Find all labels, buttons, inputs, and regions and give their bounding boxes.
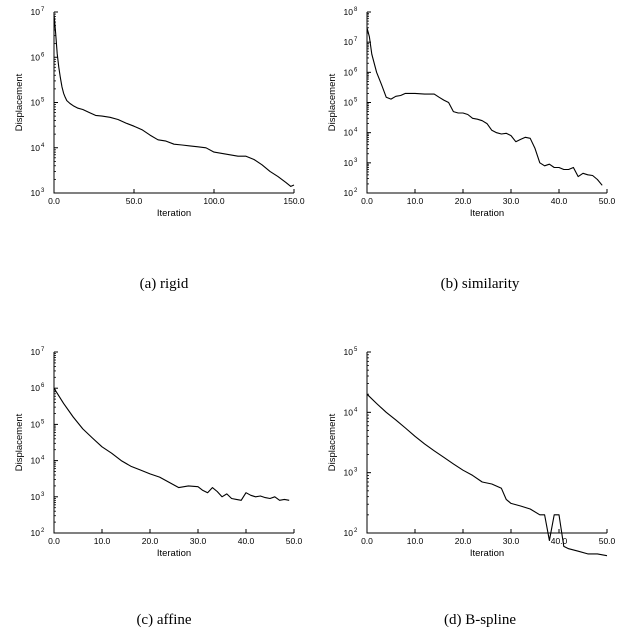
- y-tick-label: 10: [31, 188, 41, 198]
- x-tick-label: 30.0: [190, 536, 207, 546]
- y-tick-label: 10: [344, 528, 354, 538]
- y-tick-exponent: 3: [354, 158, 358, 164]
- x-tick-label: 0.0: [48, 196, 60, 206]
- axis-lines: [53, 352, 294, 534]
- y-axis-label: Displacement: [327, 413, 338, 471]
- x-axis-label: Iteration: [157, 208, 191, 218]
- axis-lines: [366, 12, 607, 194]
- y-tick-exponent: 2: [354, 528, 358, 534]
- y-tick-label: 10: [344, 98, 354, 108]
- y-tick-exponent: 3: [41, 492, 45, 498]
- y-tick-label: 10: [344, 7, 354, 17]
- x-tick-label: 10.0: [94, 536, 111, 546]
- series-line: [366, 27, 603, 186]
- y-tick-label: 10: [344, 128, 354, 138]
- y-tick-exponent: 5: [41, 98, 45, 104]
- series-line: [53, 387, 290, 501]
- y-tick-label: 10: [31, 383, 41, 393]
- y-tick-label: 10: [344, 188, 354, 198]
- x-tick-label: 40.0: [551, 536, 568, 546]
- x-tick-label: 20.0: [455, 196, 472, 206]
- x-tick-label: 40.0: [551, 196, 568, 206]
- y-tick-exponent: 3: [41, 188, 45, 194]
- x-tick-label: 0.0: [361, 536, 373, 546]
- y-tick-label: 10: [344, 468, 354, 478]
- y-tick-label: 10: [31, 143, 41, 153]
- x-tick-label: 150.0: [283, 196, 305, 206]
- axis-lines: [366, 352, 607, 534]
- x-tick-label: 50.0: [286, 536, 303, 546]
- chart-affine: 10 2 10 3 10 4 10 5 10 6 10 7 0.0 10.0 20.0 30.0 40.0 50.…: [0, 340, 313, 559]
- y-tick-exponent: 7: [41, 7, 45, 13]
- y-tick-exponent: 8: [354, 7, 358, 13]
- x-tick-label: 10.0: [407, 536, 424, 546]
- y-tick-exponent: 4: [354, 128, 358, 134]
- x-tick-label: 30.0: [503, 536, 520, 546]
- y-axis-label: Displacement: [14, 413, 25, 471]
- y-tick-label: 10: [31, 528, 41, 538]
- y-tick-label: 10: [344, 67, 354, 77]
- chart-bspline: 10 2 10 3 10 4 10 5 0.0 10.0 20.0 30.0 40.0 50.0 Itera…: [313, 340, 626, 559]
- y-tick-exponent: 4: [354, 407, 358, 413]
- y-tick-label: 10: [31, 347, 41, 357]
- y-tick-exponent: 5: [41, 419, 45, 425]
- y-tick-exponent: 2: [354, 188, 358, 194]
- x-axis-label: Iteration: [470, 208, 504, 218]
- y-tick-exponent: 6: [41, 383, 45, 389]
- y-tick-exponent: 2: [41, 528, 45, 534]
- y-tick-label: 10: [344, 407, 354, 417]
- x-tick-label: 20.0: [142, 536, 159, 546]
- x-axis-label: Iteration: [157, 548, 191, 558]
- caption-affine: (c) affine: [136, 612, 192, 628]
- caption-rigid: (a) rigid: [139, 276, 189, 292]
- y-axis-label: Displacement: [327, 73, 338, 131]
- x-axis-label: Iteration: [470, 548, 504, 558]
- y-tick-label: 10: [344, 347, 354, 357]
- y-tick-exponent: 3: [354, 468, 358, 474]
- x-tick-label: 30.0: [503, 196, 520, 206]
- y-tick-label: 10: [344, 37, 354, 47]
- caption-bspline: (d) B-spline: [443, 612, 517, 628]
- series-line: [53, 14, 295, 187]
- x-tick-label: 0.0: [48, 536, 60, 546]
- y-tick-exponent: 7: [41, 347, 45, 353]
- y-tick-exponent: 5: [354, 98, 358, 104]
- y-tick-exponent: 6: [354, 67, 358, 73]
- y-tick-label: 10: [31, 456, 41, 466]
- series-line: [366, 393, 608, 557]
- y-tick-label: 10: [31, 419, 41, 429]
- caption-similarity: (b) similarity: [440, 276, 520, 292]
- x-tick-label: 50.0: [599, 536, 616, 546]
- x-tick-label: 50.0: [126, 196, 143, 206]
- y-tick-label: 10: [31, 492, 41, 502]
- y-tick-label: 10: [31, 52, 41, 62]
- y-tick-exponent: 4: [41, 456, 45, 462]
- y-tick-label: 10: [31, 98, 41, 108]
- x-tick-label: 50.0: [599, 196, 616, 206]
- y-tick-exponent: 6: [41, 52, 45, 58]
- y-tick-exponent: 5: [354, 347, 358, 353]
- x-tick-label: 100.0: [203, 196, 225, 206]
- x-tick-label: 20.0: [455, 536, 472, 546]
- y-tick-label: 10: [31, 7, 41, 17]
- axis-lines: [53, 12, 294, 194]
- y-tick-label: 10: [344, 158, 354, 168]
- chart-similarity: 10 2 10 3 10 4 10 5 10 6 10 7 10 8 0.0 10.0 20.0 30.0 40.0…: [313, 0, 626, 219]
- y-tick-exponent: 4: [41, 143, 45, 149]
- y-axis-label: Displacement: [14, 73, 25, 131]
- chart-rigid: 10 3 10 4 10 5 10 6 10 7 0.0 50.0 100.0 150.0 Iteratio…: [0, 0, 313, 219]
- y-tick-exponent: 7: [354, 37, 358, 43]
- x-tick-label: 10.0: [407, 196, 424, 206]
- x-tick-label: 0.0: [361, 196, 373, 206]
- x-tick-label: 40.0: [238, 536, 255, 546]
